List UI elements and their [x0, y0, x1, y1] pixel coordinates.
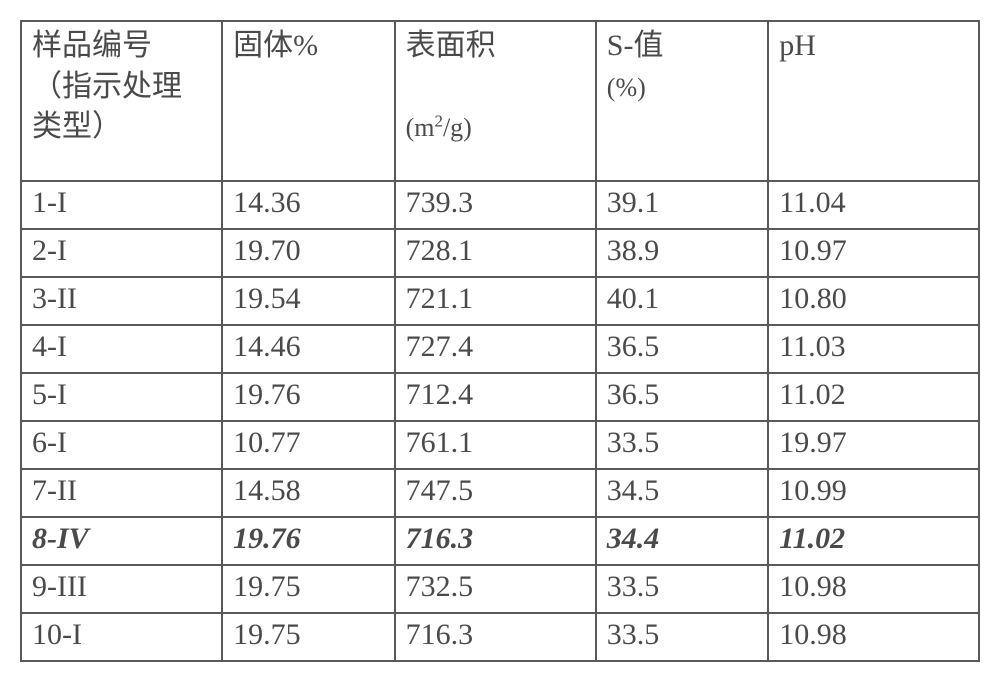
table-cell: 10.77	[222, 421, 394, 469]
table-cell: 38.9	[596, 229, 768, 277]
table-cell: 36.5	[596, 325, 768, 373]
table-cell: 728.1	[395, 229, 596, 277]
table-cell: 739.3	[395, 181, 596, 229]
table-cell: 9-III	[21, 565, 222, 613]
table-cell: 33.5	[596, 565, 768, 613]
table-cell: 11.03	[768, 325, 979, 373]
table-cell: 747.5	[395, 469, 596, 517]
table-row: 4-I14.46727.436.511.03	[21, 325, 979, 373]
header-row: 样品编号（指示处理类型） 固体% 表面积 (m2/g) S-值 (%) pH	[21, 21, 979, 181]
table-cell: 14.46	[222, 325, 394, 373]
table-cell: 33.5	[596, 613, 768, 661]
table-cell: 11.04	[768, 181, 979, 229]
table-cell: 10.98	[768, 565, 979, 613]
table-cell: 716.3	[395, 517, 596, 565]
data-table: 样品编号（指示处理类型） 固体% 表面积 (m2/g) S-值 (%) pH 1…	[20, 20, 980, 662]
table-cell: 7-II	[21, 469, 222, 517]
table-cell: 712.4	[395, 373, 596, 421]
table-cell: 19.76	[222, 373, 394, 421]
table-cell: 19.75	[222, 613, 394, 661]
table-cell: 761.1	[395, 421, 596, 469]
table-row: 6-I10.77761.133.519.97	[21, 421, 979, 469]
col-label: 固体%	[233, 29, 318, 62]
col-header-s-value: S-值 (%)	[596, 21, 768, 181]
col-header-ph: pH	[768, 21, 979, 181]
table-cell: 19.70	[222, 229, 394, 277]
table-row: 2-I19.70728.138.910.97	[21, 229, 979, 277]
table-cell: 19.76	[222, 517, 394, 565]
table-cell: 5-I	[21, 373, 222, 421]
table-row: 3-II19.54721.140.110.80	[21, 277, 979, 325]
col-label: 样品编号（指示处理类型）	[32, 29, 182, 143]
table-row: 5-I19.76712.436.511.02	[21, 373, 979, 421]
col-label: 表面积	[406, 29, 496, 62]
table-cell: 10.80	[768, 277, 979, 325]
col-unit: (m2/g)	[406, 113, 472, 142]
table-cell: 34.5	[596, 469, 768, 517]
table-row: 9-III19.75732.533.510.98	[21, 565, 979, 613]
table-row: 8-IV19.76716.334.411.02	[21, 517, 979, 565]
table-cell: 14.36	[222, 181, 394, 229]
table-cell: 19.97	[768, 421, 979, 469]
table-cell: 10.99	[768, 469, 979, 517]
col-header-sample-id: 样品编号（指示处理类型）	[21, 21, 222, 181]
table-cell: 10.97	[768, 229, 979, 277]
col-unit: (%)	[607, 73, 646, 102]
table-cell: 39.1	[596, 181, 768, 229]
table-cell: 3-II	[21, 277, 222, 325]
col-label: S-值	[607, 29, 664, 62]
col-header-surface-area: 表面积 (m2/g)	[395, 21, 596, 181]
table-cell: 33.5	[596, 421, 768, 469]
table-cell: 14.58	[222, 469, 394, 517]
table-cell: 19.75	[222, 565, 394, 613]
table-cell: 11.02	[768, 373, 979, 421]
table-header: 样品编号（指示处理类型） 固体% 表面积 (m2/g) S-值 (%) pH	[21, 21, 979, 181]
col-header-solid-pct: 固体%	[222, 21, 394, 181]
table-body: 1-I14.36739.339.111.042-I19.70728.138.91…	[21, 181, 979, 661]
table-row: 1-I14.36739.339.111.04	[21, 181, 979, 229]
table-cell: 40.1	[596, 277, 768, 325]
table-cell: 721.1	[395, 277, 596, 325]
table-cell: 19.54	[222, 277, 394, 325]
table-row: 10-I19.75716.333.510.98	[21, 613, 979, 661]
table-cell: 6-I	[21, 421, 222, 469]
table-row: 7-II14.58747.534.510.99	[21, 469, 979, 517]
table-cell: 727.4	[395, 325, 596, 373]
table-cell: 36.5	[596, 373, 768, 421]
table-cell: 1-I	[21, 181, 222, 229]
table-cell: 732.5	[395, 565, 596, 613]
col-label: pH	[779, 29, 816, 62]
table-cell: 8-IV	[21, 517, 222, 565]
table-cell: 11.02	[768, 517, 979, 565]
table-cell: 4-I	[21, 325, 222, 373]
table-cell: 2-I	[21, 229, 222, 277]
table-cell: 10.98	[768, 613, 979, 661]
table-cell: 10-I	[21, 613, 222, 661]
table-cell: 716.3	[395, 613, 596, 661]
table-cell: 34.4	[596, 517, 768, 565]
